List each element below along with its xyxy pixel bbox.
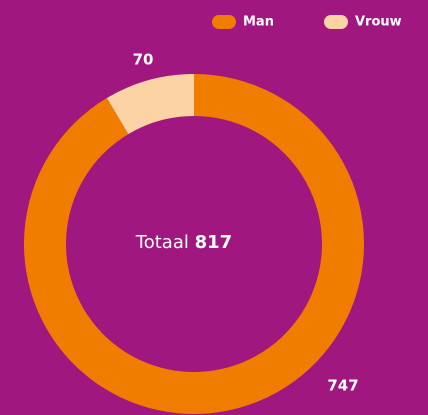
data-label: 70 (133, 51, 154, 69)
legend-label: Man (243, 15, 274, 30)
legend-swatch (212, 15, 236, 29)
data-label: 747 (327, 377, 358, 395)
center-label: Totaal (135, 232, 189, 253)
donut-segment (106, 74, 194, 135)
center-total: 817 (195, 232, 233, 253)
legend-label: Vrouw (355, 15, 402, 30)
legend-swatch (324, 15, 348, 29)
center-text: Totaal 817 (135, 232, 232, 253)
